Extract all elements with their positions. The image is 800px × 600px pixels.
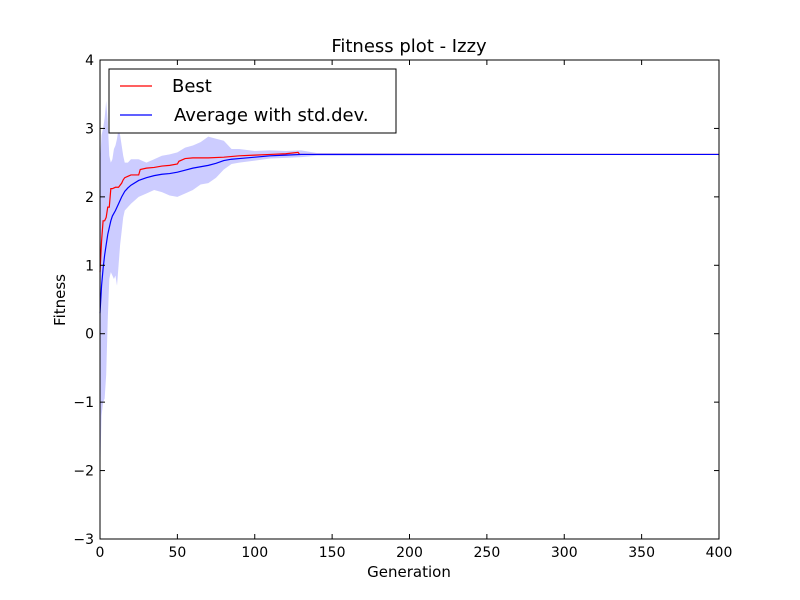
plot-background <box>100 60 719 539</box>
legend-box <box>108 68 397 134</box>
x-tick-label: 400 <box>706 545 733 561</box>
plot-area <box>100 60 719 539</box>
legend: Best Average with std.dev. <box>108 68 397 134</box>
y-tick-label: 4 <box>85 53 94 69</box>
y-tick-label: −1 <box>73 395 94 411</box>
tick-layer: 0 50 100 150 200 250 300 350 400 −3 −2 −1 0 1 2 3 4 <box>73 53 732 561</box>
x-tick-label: 350 <box>628 545 655 561</box>
x-tick-label: 250 <box>474 545 501 561</box>
series-line-layer <box>99 151 719 314</box>
y-tick-label: 0 <box>85 327 94 343</box>
legend-label-best: Best <box>172 76 212 97</box>
x-tick-label: 300 <box>551 545 578 561</box>
average-line <box>99 153 719 314</box>
y-axis-label: Fitness <box>51 274 69 326</box>
y-tick-label: 1 <box>85 258 94 274</box>
y-tick-label: 2 <box>85 190 94 206</box>
x-tick-label: 150 <box>319 545 346 561</box>
y-tick-label: 3 <box>85 121 94 137</box>
y-tick-label: −2 <box>73 464 94 480</box>
y-tick-label: −3 <box>73 532 94 548</box>
legend-label-average: Average with std.dev. <box>174 105 369 126</box>
x-tick-label: 100 <box>241 545 268 561</box>
chart-title: Fitness plot - Izzy <box>331 36 487 57</box>
x-tick-label: 0 <box>96 545 105 561</box>
best-line <box>99 151 719 273</box>
x-tick-label: 200 <box>396 545 423 561</box>
x-axis-label: Generation <box>367 563 451 581</box>
x-tick-label: 50 <box>168 545 186 561</box>
